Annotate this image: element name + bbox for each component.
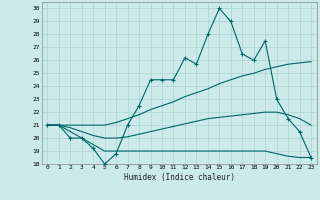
X-axis label: Humidex (Indice chaleur): Humidex (Indice chaleur) [124, 173, 235, 182]
